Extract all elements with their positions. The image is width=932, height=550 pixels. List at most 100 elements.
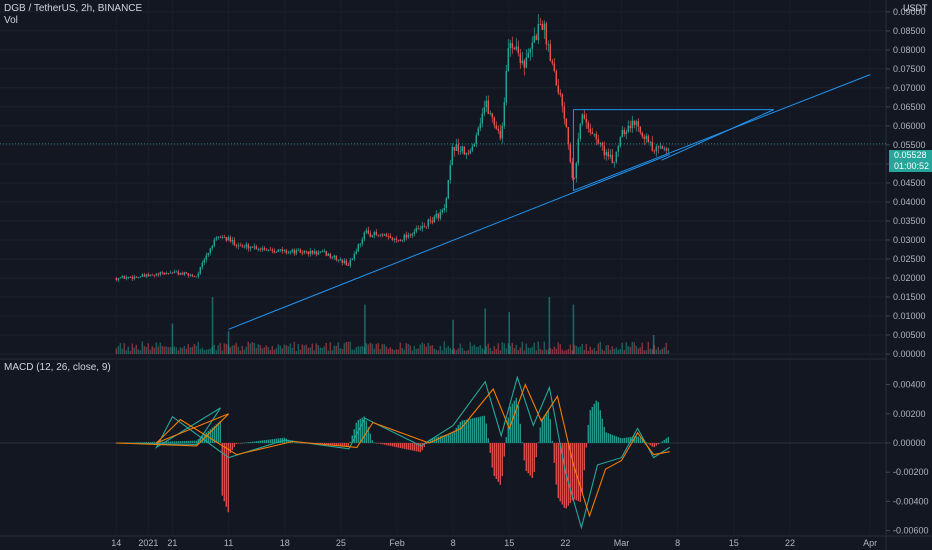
macd-tick-label: -0.00200	[893, 467, 929, 477]
candle-body	[137, 277, 139, 279]
candle-body	[535, 35, 537, 41]
macd-histogram-bar	[249, 441, 251, 443]
candle-body	[119, 277, 121, 279]
macd-histogram-bar	[591, 406, 593, 443]
volume-bar	[483, 350, 485, 354]
macd-histogram-bar	[583, 442, 585, 471]
price-tick-label: 0.07000	[893, 83, 926, 93]
candle-body	[177, 271, 179, 275]
candle-body	[391, 237, 393, 240]
price-tick-label: 0.06500	[893, 102, 926, 112]
candle-body	[609, 154, 611, 157]
candle-body	[395, 238, 397, 240]
volume-bar	[275, 348, 277, 354]
candle-body	[207, 252, 209, 256]
macd-histogram-bar	[211, 427, 213, 443]
volume-bar	[449, 348, 451, 354]
volume-bar	[333, 345, 335, 354]
volume-bar	[393, 350, 395, 354]
macd-histogram-bar	[645, 442, 647, 443]
candle-body	[445, 198, 447, 209]
volume-bar	[573, 344, 575, 354]
candle-body	[337, 259, 339, 261]
candle-body	[343, 260, 345, 263]
time-tick-label: 15	[504, 538, 514, 548]
candle-body	[287, 252, 289, 254]
volume-bar	[321, 347, 323, 354]
candle-body	[161, 272, 163, 274]
macd-histogram-bar	[459, 422, 461, 443]
volume-bar	[123, 343, 125, 354]
macd-histogram-bar	[561, 442, 563, 505]
macd-histogram-bar	[577, 442, 579, 502]
macd-histogram-bar	[483, 415, 485, 443]
volume-bar	[431, 345, 433, 354]
candle-body	[345, 260, 347, 266]
macd-histogram-bar	[593, 403, 595, 443]
volume-bar	[283, 344, 285, 354]
macd-histogram-bar	[385, 442, 387, 446]
candle-body	[657, 146, 659, 148]
candle-body	[225, 237, 227, 241]
candle-body	[125, 277, 127, 279]
macd-histogram-bar	[171, 441, 173, 443]
macd-histogram-bar	[275, 438, 277, 443]
candle-body	[649, 141, 651, 143]
macd-histogram-bar	[605, 432, 607, 443]
time-tick-label: 8	[451, 538, 456, 548]
macd-histogram-bar	[331, 442, 333, 446]
candle-body	[131, 277, 133, 279]
macd-histogram-bar	[253, 441, 255, 443]
volume-bar	[491, 350, 493, 354]
candle-body	[255, 246, 257, 250]
candle-body	[199, 267, 201, 274]
macd-histogram-bar	[227, 442, 229, 513]
macd-histogram-bar	[599, 410, 601, 443]
macd-histogram-bar	[639, 437, 641, 443]
volume-bar	[585, 343, 587, 354]
candle-body	[323, 250, 325, 252]
macd-histogram-bar	[137, 442, 139, 443]
macd-histogram-bar	[339, 442, 341, 446]
macd-histogram-bar	[617, 437, 619, 443]
candle-body	[301, 252, 303, 254]
macd-histogram-bar	[497, 442, 499, 482]
candle-body	[463, 146, 465, 155]
price-tick-label: 0.02000	[893, 273, 926, 283]
volume-bar	[557, 342, 559, 354]
volume-bar	[127, 346, 129, 354]
volume-bar	[323, 346, 325, 354]
macd-histogram-bar	[337, 442, 339, 446]
candle-body	[163, 272, 165, 275]
macd-histogram-bar	[431, 438, 433, 443]
volume-bar	[647, 341, 649, 354]
volume-bar	[623, 350, 625, 354]
candle-body	[405, 234, 407, 238]
volume-bar	[405, 342, 407, 354]
candle-body	[127, 277, 129, 278]
macd-histogram-bar	[199, 437, 201, 443]
volume-bar	[655, 349, 657, 354]
candle-body	[159, 272, 161, 275]
macd-histogram-bar	[659, 442, 661, 444]
volume-bar	[657, 347, 659, 354]
candle-body	[341, 259, 343, 263]
macd-histogram-bar	[219, 421, 221, 443]
candle-body	[271, 249, 273, 251]
volume-bar	[525, 343, 527, 354]
macd-histogram-bar	[173, 441, 175, 443]
volume-bar	[263, 347, 265, 354]
macd-histogram-bar	[655, 442, 657, 446]
volume-bar	[341, 349, 343, 354]
candle-body	[589, 128, 591, 133]
macd-histogram-bar	[631, 436, 633, 443]
macd-tick-label: -0.00600	[893, 526, 929, 536]
candle-body	[283, 250, 285, 251]
drawing-trendline	[661, 109, 775, 161]
volume-bar	[223, 343, 225, 354]
candle-body	[449, 165, 451, 181]
volume-bar	[177, 350, 179, 354]
volume-bar	[445, 347, 447, 354]
candle-body	[211, 245, 213, 249]
